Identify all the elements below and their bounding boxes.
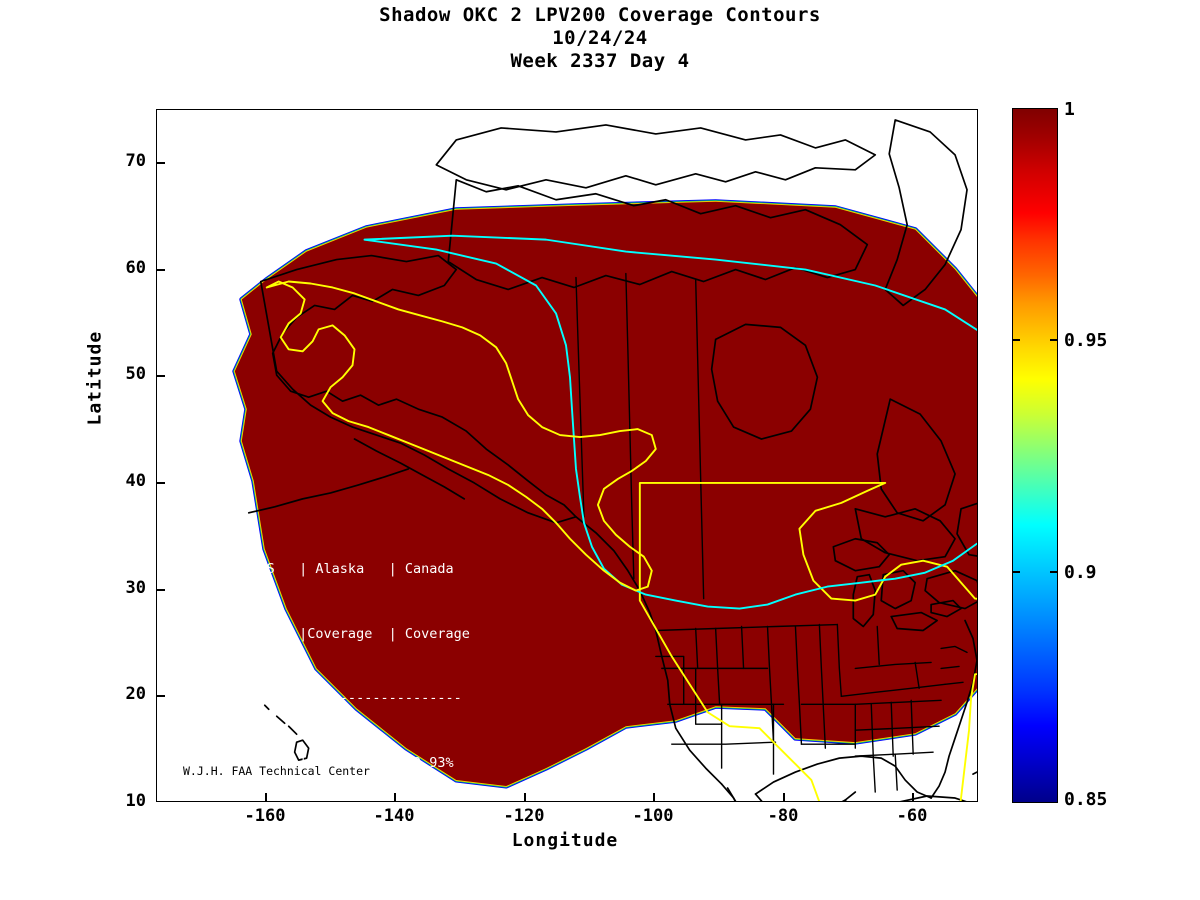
stats-header-rule: ------------------------------------- xyxy=(161,690,462,706)
ytick-mark-30 xyxy=(156,589,165,591)
alaska-boundary-polygon xyxy=(265,280,657,592)
coverage-region-saturated xyxy=(234,201,977,787)
xtick-label-n160: -160 xyxy=(244,806,286,826)
ytick-label-70: 70 xyxy=(125,151,146,171)
coastline-stlawrence xyxy=(854,507,956,562)
colorbar-tick-095-right xyxy=(1050,339,1058,341)
coastline-lake-superior xyxy=(832,537,891,572)
coastline-labrador xyxy=(876,398,956,522)
x-axis-title: Longitude xyxy=(511,830,619,851)
ytick-label-20: 20 xyxy=(125,684,146,704)
coastline-alaska xyxy=(259,254,577,524)
ytick-label-40: 40 xyxy=(125,471,146,491)
coastline-alaska-peninsula xyxy=(353,438,466,500)
xtick-mark-n60 xyxy=(912,793,914,802)
coastline-us-westcoast xyxy=(654,629,723,785)
xtick-mark-n140 xyxy=(394,793,396,802)
xtick-mark-n100 xyxy=(653,793,655,802)
ytick-label-30: 30 xyxy=(125,578,146,598)
xtick-label-n120: -120 xyxy=(503,806,545,826)
coastline-bc xyxy=(575,515,657,632)
coastline-lake-huron-erie xyxy=(880,569,938,632)
stats-header-row-2: Avail.|Coverage |Coverage | Coverage xyxy=(161,625,470,642)
stats-header-row-1: Percent| CONUS | Alaska | Canada xyxy=(161,561,454,577)
xtick-label-n140: -140 xyxy=(373,806,415,826)
coastline-greenland-west xyxy=(884,119,968,307)
ytick-mark-60 xyxy=(156,269,165,271)
xtick-mark-n120 xyxy=(524,793,526,802)
coastline-us-eastcoast xyxy=(930,619,977,799)
coastline-arctic xyxy=(435,124,877,191)
coastline-novascotia xyxy=(924,569,977,610)
conus-boundary-polygon xyxy=(638,481,977,801)
coastline-lake-michigan xyxy=(852,573,877,628)
ytick-label-50: 50 xyxy=(125,364,146,384)
chart-title-block: Shadow OKC 2 LPV200 Coverage Contours 10… xyxy=(0,4,1200,73)
map-plot-area: Percent| CONUS | Alaska | Canada Avail.|… xyxy=(156,109,978,802)
ytick-mark-40 xyxy=(156,482,165,484)
colorbar-gradient xyxy=(1012,108,1058,803)
coastline-aleutians xyxy=(247,468,410,514)
xtick-label-n100: -100 xyxy=(632,806,674,826)
colorbar-label-095: 0.95 xyxy=(1064,330,1108,351)
coastline-hawaii xyxy=(263,704,310,761)
coastline-mexico-east xyxy=(754,791,857,801)
y-axis-title: Latitude xyxy=(84,330,106,426)
coastline-florida-gulf xyxy=(754,755,932,799)
colorbar xyxy=(1012,108,1058,803)
colorbar-label-1: 1 xyxy=(1064,99,1075,120)
credit-block: W.J.H. FAA Technical Center WAAS Test Te… xyxy=(183,736,370,801)
ytick-mark-50 xyxy=(156,375,165,377)
xtick-label-n80: -80 xyxy=(767,806,799,826)
title-line-2: 10/24/24 xyxy=(552,27,648,49)
colorbar-tick-09-left xyxy=(1012,571,1020,573)
coastline-group xyxy=(247,119,977,801)
colorbar-label-085: 0.85 xyxy=(1064,789,1108,810)
title-line-3: Week 2337 Day 4 xyxy=(510,50,690,72)
coverage-contour-fringe-yellow xyxy=(233,200,977,787)
xtick-mark-n80 xyxy=(783,793,785,802)
xtick-mark-n160 xyxy=(265,793,267,802)
canada-boundary-polygon xyxy=(363,234,977,610)
ytick-mark-20 xyxy=(156,695,165,697)
coastline-hudson-bay xyxy=(710,323,819,440)
ytick-label-60: 60 xyxy=(125,258,146,278)
coverage-fill-group xyxy=(232,199,977,789)
xtick-label-n60: -60 xyxy=(896,806,928,826)
coastline-bahamas xyxy=(972,771,977,775)
colorbar-tick-095-left xyxy=(1012,339,1020,341)
coastline-yucatan xyxy=(841,799,847,801)
credit-line-1: W.J.H. FAA Technical Center xyxy=(183,764,370,778)
colorbar-label-09: 0.9 xyxy=(1064,562,1097,583)
coastline-lake-ontario xyxy=(930,599,962,618)
coverage-stats-table: Percent| CONUS | Alaska | Canada Avail.|… xyxy=(161,516,470,801)
coverage-map-svg xyxy=(232,119,977,801)
colorbar-tick-09-right xyxy=(1050,571,1058,573)
stats-row-95: 95 | 100.00% | 100.00% | 99.93% xyxy=(161,754,454,771)
state-boundaries xyxy=(655,623,968,793)
ytick-mark-70 xyxy=(156,162,165,164)
coastline-cuba xyxy=(899,795,967,801)
coastline-canada-north xyxy=(447,178,869,291)
coastline-newfoundland xyxy=(956,502,977,557)
title-line-1: Shadow OKC 2 LPV200 Coverage Contours xyxy=(379,4,821,26)
ytick-label-10: 10 xyxy=(125,791,146,811)
